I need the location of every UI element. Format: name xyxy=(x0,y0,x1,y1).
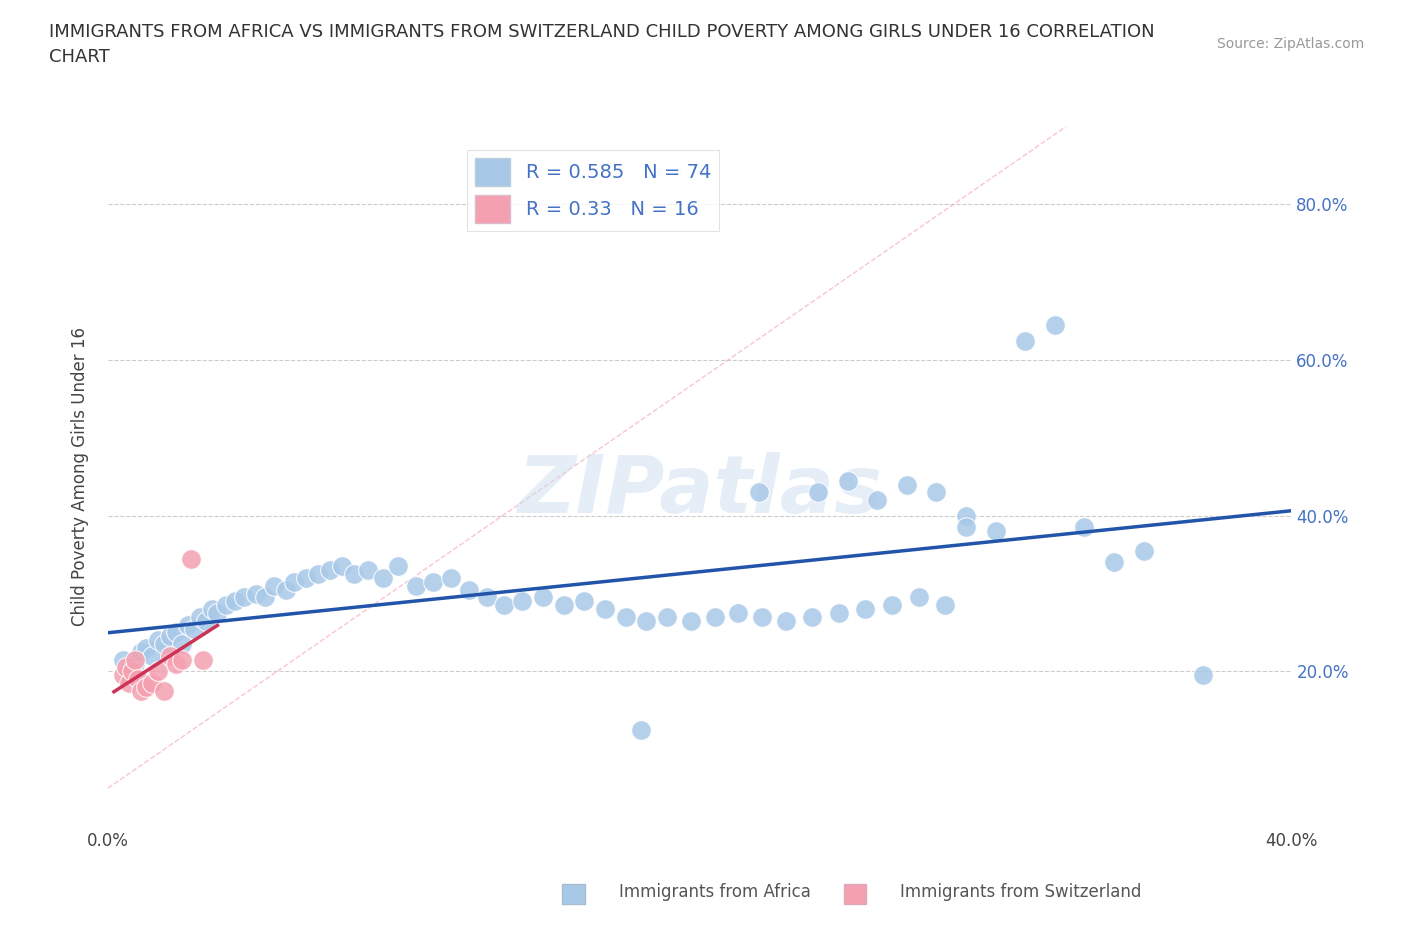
Point xyxy=(135,680,157,695)
Point xyxy=(880,598,903,613)
Point xyxy=(896,477,918,492)
Point xyxy=(955,509,977,524)
Point xyxy=(233,590,256,604)
Point xyxy=(679,614,702,629)
Point xyxy=(925,485,948,499)
Point xyxy=(159,648,181,663)
Text: IMMIGRANTS FROM AFRICA VS IMMIGRANTS FROM SWITZERLAND CHILD POVERTY AMONG GIRLS : IMMIGRANTS FROM AFRICA VS IMMIGRANTS FRO… xyxy=(49,23,1154,66)
Point xyxy=(866,493,889,508)
Point xyxy=(141,675,163,690)
Point xyxy=(440,570,463,585)
Point xyxy=(984,524,1007,538)
Point xyxy=(319,563,342,578)
Point xyxy=(135,641,157,656)
Text: Source: ZipAtlas.com: Source: ZipAtlas.com xyxy=(1216,37,1364,51)
Point xyxy=(510,594,533,609)
Point xyxy=(828,605,851,620)
Point xyxy=(748,485,770,499)
Point xyxy=(159,629,181,644)
Point xyxy=(387,559,409,574)
Point xyxy=(751,609,773,624)
Point xyxy=(553,598,575,613)
Point xyxy=(657,609,679,624)
Point xyxy=(373,570,395,585)
Point xyxy=(215,598,238,613)
Point xyxy=(274,582,297,597)
Point xyxy=(207,605,229,620)
Point xyxy=(630,723,652,737)
Point xyxy=(124,652,146,667)
Point xyxy=(148,664,170,679)
Point xyxy=(955,520,977,535)
Point xyxy=(475,590,498,604)
Point xyxy=(183,621,205,636)
Point xyxy=(357,563,380,578)
Point xyxy=(188,609,211,624)
Point xyxy=(111,668,134,683)
Point xyxy=(1102,555,1125,570)
Point xyxy=(342,566,364,581)
Point xyxy=(141,648,163,663)
Point xyxy=(148,632,170,647)
Text: Immigrants from Switzerland: Immigrants from Switzerland xyxy=(900,884,1142,901)
Point xyxy=(422,575,444,590)
Point xyxy=(1043,318,1066,333)
Point xyxy=(574,594,596,609)
Point xyxy=(153,684,176,698)
Y-axis label: Child Poverty Among Girls Under 16: Child Poverty Among Girls Under 16 xyxy=(72,327,89,626)
Point xyxy=(170,637,193,652)
Point xyxy=(807,485,830,499)
Point xyxy=(245,586,267,601)
Point xyxy=(934,598,956,613)
Point xyxy=(114,660,136,675)
Point xyxy=(1132,543,1154,558)
Text: Immigrants from Africa: Immigrants from Africa xyxy=(619,884,810,901)
Point xyxy=(636,614,658,629)
Legend: R = 0.585   N = 74, R = 0.33   N = 16: R = 0.585 N = 74, R = 0.33 N = 16 xyxy=(467,151,718,231)
Point xyxy=(801,609,824,624)
Point xyxy=(124,657,146,671)
Point xyxy=(405,578,427,593)
Point xyxy=(614,609,637,624)
Point xyxy=(177,618,200,632)
Point xyxy=(127,671,149,686)
Point xyxy=(263,578,285,593)
Point xyxy=(727,605,749,620)
Point xyxy=(494,598,516,613)
Point xyxy=(165,625,187,640)
Point xyxy=(118,675,141,690)
Point xyxy=(129,684,152,698)
Point xyxy=(129,644,152,659)
Point xyxy=(253,590,276,604)
Point xyxy=(191,652,214,667)
Point xyxy=(111,652,134,667)
Point xyxy=(907,590,929,604)
Point xyxy=(837,473,859,488)
Point xyxy=(153,637,176,652)
Point xyxy=(1191,668,1213,683)
Point xyxy=(1073,520,1095,535)
Point xyxy=(1014,333,1036,348)
Point xyxy=(855,602,877,617)
Point xyxy=(593,602,616,617)
Point xyxy=(200,602,222,617)
Point xyxy=(703,609,725,624)
Point xyxy=(165,657,187,671)
Point xyxy=(118,668,141,683)
Text: ZIPatlas: ZIPatlas xyxy=(517,452,882,530)
Point xyxy=(283,575,305,590)
Point xyxy=(194,614,217,629)
Point xyxy=(531,590,554,604)
Point xyxy=(180,551,202,566)
Point xyxy=(295,570,318,585)
Point xyxy=(170,652,193,667)
Point xyxy=(775,614,797,629)
Point xyxy=(307,566,329,581)
Point xyxy=(330,559,353,574)
Point xyxy=(121,664,143,679)
Point xyxy=(458,582,481,597)
Point xyxy=(224,594,246,609)
